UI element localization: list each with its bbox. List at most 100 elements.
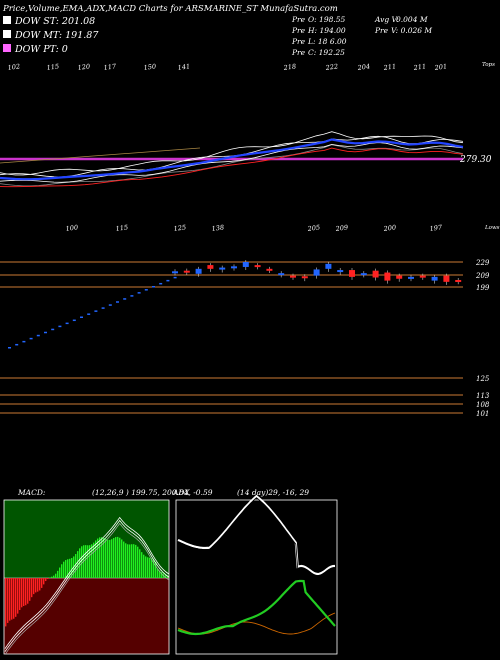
macd-line — [4, 516, 170, 649]
macd-bar — [69, 558, 71, 578]
legend: DOW ST: 201.08 DOW MT: 191.87 DOW PT: 0 — [3, 16, 99, 55]
lows-label: Lows — [484, 225, 500, 231]
macd-bg-bottom — [4, 578, 169, 654]
price-dot — [166, 279, 170, 282]
macd-bar — [141, 552, 143, 578]
candle-body — [183, 270, 190, 273]
price-panel: 100 115 125 138 205 209 200 197 Lows 229 209 199 1… — [0, 223, 500, 418]
macd-frame — [3, 499, 170, 655]
price-dot — [36, 334, 40, 337]
candle-body — [384, 272, 391, 281]
top-tick-label: 141 — [177, 62, 190, 72]
macd-bar — [11, 578, 13, 620]
macd-bar — [115, 537, 117, 578]
macd-bar — [15, 578, 17, 617]
macd-bar — [129, 544, 131, 578]
stat-high: H: 194.00 — [307, 26, 346, 35]
macd-bar — [105, 539, 107, 578]
macd-bar — [21, 578, 23, 608]
price-dot — [29, 337, 33, 340]
macd-bar — [47, 578, 49, 579]
macd-bar — [23, 578, 25, 606]
macd-bar — [27, 578, 29, 604]
macd-bar — [75, 554, 77, 578]
macd-bar — [165, 575, 167, 578]
macd-bar — [135, 544, 137, 578]
price-dot — [94, 310, 98, 312]
candle-body — [431, 276, 438, 281]
ema-line-gray — [0, 144, 464, 187]
stats-block: Pre O: 198.55 Avg V: 0.004 M Pre H: 194.… — [291, 15, 432, 57]
macd-bar — [113, 538, 115, 578]
top-tick-label: 218 — [282, 62, 296, 72]
candle-body — [207, 265, 214, 269]
top-tick-label: 222 — [324, 62, 338, 72]
price-marker: 279.30 — [459, 155, 492, 165]
macd-bar — [55, 573, 57, 578]
low-tick-label: 125 — [173, 223, 186, 233]
top-tick-label: 211 — [412, 62, 426, 72]
ema-line-white — [0, 131, 464, 176]
top-tick-label: 102 — [7, 62, 20, 72]
stat-open: O: 198.55 — [308, 15, 346, 24]
low-tick-labels: 100 115 125 138 205 209 200 197 — [65, 223, 443, 233]
macd-bar — [97, 538, 99, 578]
macd-bar — [43, 578, 45, 585]
legend-swatch-pt — [3, 44, 11, 52]
top-tick-label: 150 — [143, 62, 156, 72]
low-tick-label: 200 — [382, 223, 396, 233]
price-level-label: 229 — [475, 259, 490, 267]
price-dot — [159, 282, 163, 285]
low-tick-label: 209 — [334, 223, 348, 233]
candle-body — [172, 271, 178, 274]
macd-bar — [87, 545, 89, 578]
price-level-label: 209 — [475, 272, 490, 280]
macd-bar — [35, 578, 37, 593]
price-level-label: 125 — [476, 375, 490, 383]
legend-swatch-st — [3, 16, 11, 24]
candle-body — [443, 275, 450, 282]
macd-bar — [33, 578, 35, 595]
macd-bar — [89, 545, 91, 578]
candle-body — [313, 269, 320, 276]
macd-bar — [101, 537, 103, 578]
stat-label: Pre — [291, 37, 306, 46]
macd-bar — [157, 569, 159, 578]
macd-bar — [99, 537, 101, 578]
candle-body — [278, 273, 285, 276]
price-dot — [8, 347, 11, 349]
candle-body — [219, 267, 226, 270]
price-dot — [72, 319, 76, 322]
stat-label: Avg V: — [374, 15, 399, 24]
adx-lines — [177, 494, 336, 636]
macd-bar — [63, 561, 65, 578]
macd-bar — [127, 544, 129, 578]
candle-body — [349, 270, 355, 277]
macd-bar — [95, 540, 97, 578]
low-tick-label: 197 — [429, 223, 443, 233]
macd-signal-line — [4, 519, 170, 652]
adx-values: (14 day)29, -16, 29 — [237, 488, 309, 497]
ema-line-brown — [0, 147, 201, 164]
macd-bar — [119, 537, 121, 578]
stat-low: L: 18 6.00 — [307, 37, 347, 46]
macd-bar — [123, 541, 125, 578]
macd-bar — [41, 578, 43, 588]
macd-bar — [91, 544, 93, 578]
stat-label: Pre — [291, 48, 306, 57]
macd-bar — [145, 556, 147, 578]
price-level-label: 113 — [476, 392, 490, 400]
price-dot — [65, 322, 69, 325]
macd-bar — [153, 559, 155, 578]
macd-bar — [151, 558, 153, 578]
macd-bar — [137, 546, 139, 578]
low-tick-label: 115 — [115, 223, 128, 233]
macd-bar — [131, 544, 133, 578]
price-dot — [116, 301, 119, 303]
macd-bar — [149, 557, 151, 578]
ema-panel: Tops 102 115 120 117 150 141 218 222 204 211 211 20… — [0, 62, 495, 188]
macd-bar — [111, 539, 113, 578]
macd-bar — [117, 536, 119, 578]
macd-bar — [19, 578, 21, 611]
macd-bar — [31, 578, 33, 598]
